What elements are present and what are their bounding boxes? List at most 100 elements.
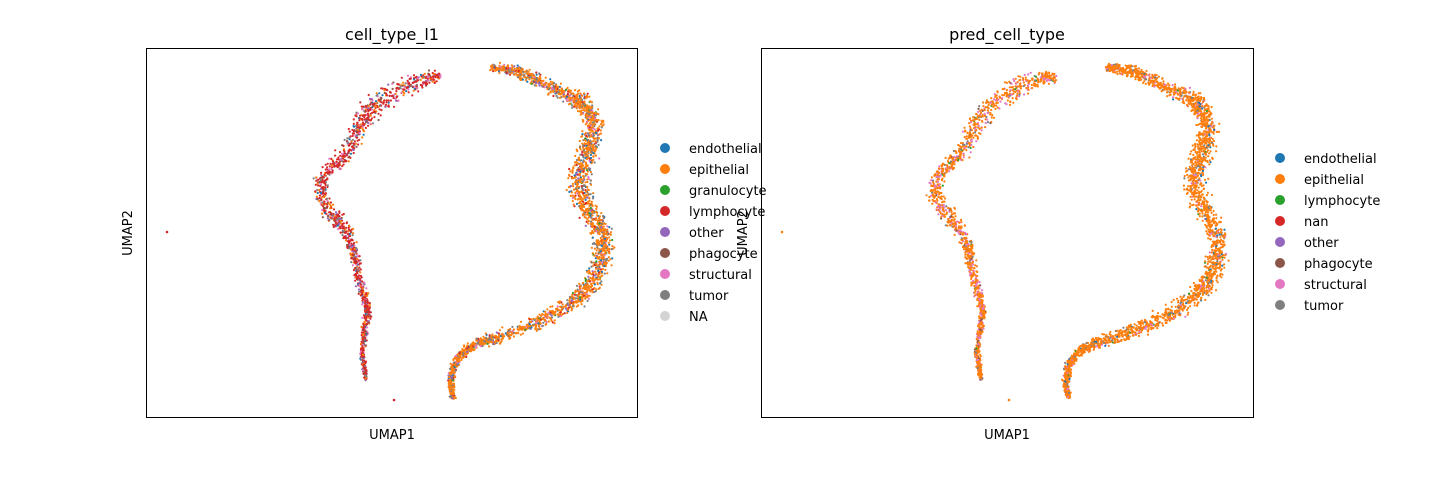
- scatter-point-endothelial: [521, 78, 525, 81]
- scatter-point-structural: [403, 85, 406, 89]
- scatter-point-epithelial: [604, 252, 607, 255]
- scatter-point-epithelial: [373, 109, 376, 112]
- scatter-point-epithelial: [591, 204, 594, 207]
- scatter-point-other: [466, 350, 469, 353]
- scatter-point-epithelial: [564, 305, 567, 308]
- scatter-point-tumor: [603, 272, 606, 275]
- scatter-point-epithelial: [596, 228, 599, 232]
- scatter-point-epithelial: [347, 230, 350, 233]
- scatter-point-lymphocyte: [385, 101, 388, 104]
- scatter-point-epithelial: [363, 130, 366, 133]
- scatter-point-epithelial: [550, 319, 553, 323]
- scatter-point-tumor: [507, 69, 511, 72]
- scatter-point-epithelial: [493, 340, 497, 343]
- scatter-point-epithelial: [594, 140, 597, 143]
- scatter-point-epithelial: [513, 67, 516, 70]
- scatter-point-lymphocyte: [347, 150, 350, 153]
- scatter-point-epithelial: [572, 185, 575, 188]
- scatter-point-lymphocyte: [359, 268, 362, 271]
- scatter-point-phagocyte: [391, 87, 394, 90]
- scatter-point-structural: [416, 87, 419, 90]
- scatter-point-epithelial: [580, 293, 584, 296]
- scatter-point-epithelial: [560, 309, 563, 312]
- scatter-point-epithelial: [964, 253, 967, 256]
- scatter-point-lymphocyte: [346, 240, 349, 243]
- scatter-point-epithelial: [964, 262, 967, 265]
- scatter-point-epithelial: [559, 82, 563, 85]
- scatter-point-epithelial: [586, 218, 589, 221]
- scatter-point-lymphocyte: [326, 185, 329, 189]
- scatter-point-epithelial: [576, 161, 579, 164]
- scatter-point-epithelial: [494, 69, 497, 72]
- scatter-point-epithelial: [984, 106, 987, 109]
- scatter-point-epithelial: [591, 271, 595, 274]
- scatter-point-lymphocyte: [358, 130, 361, 133]
- scatter-point-epithelial: [534, 327, 537, 330]
- scatter-point-tumor: [363, 374, 367, 377]
- scatter-point-structural: [361, 303, 364, 306]
- scatter-point-epithelial: [975, 265, 979, 268]
- scatter-point-tumor: [487, 338, 490, 341]
- scatter-point-epithelial: [453, 371, 456, 374]
- scatter-point-epithelial: [555, 83, 558, 87]
- scatter-point-epithelial: [528, 68, 531, 71]
- scatter-point-epithelial: [609, 258, 612, 261]
- scatter-point-epithelial: [450, 371, 453, 374]
- scatter-point-epithelial: [938, 210, 942, 213]
- scatter-point-epithelial: [598, 215, 602, 218]
- scatter-point-lymphocyte: [578, 216, 581, 219]
- scatter-point-epithelial: [548, 316, 551, 319]
- scatter-point-tumor: [326, 184, 329, 187]
- scatter-point-lymphocyte: [323, 181, 326, 185]
- scatter-point-tumor: [578, 96, 582, 100]
- scatter-point-epithelial: [524, 70, 527, 73]
- scatter-point-epithelial: [580, 94, 584, 97]
- scatter-point-epithelial: [586, 290, 589, 293]
- scatter-point-epithelial: [1045, 70, 1048, 73]
- scatter-point-epithelial: [600, 119, 603, 122]
- scatter-point-lymphocyte: [371, 102, 375, 106]
- scatter-point-tumor: [324, 189, 327, 192]
- scatter-point-epithelial: [576, 97, 580, 100]
- scatter-point-epithelial: [553, 319, 556, 322]
- scatter-point-tumor: [595, 266, 598, 269]
- scatter-point-epithelial: [560, 92, 564, 95]
- scatter-point-epithelial: [583, 287, 587, 291]
- scatter-point-epithelial: [602, 123, 605, 126]
- scatter-point-epithelial: [483, 337, 486, 340]
- scatter-point-epithelial: [579, 92, 582, 95]
- scatter-point-endothelial: [581, 133, 584, 136]
- scatter-point-epithelial: [360, 123, 363, 126]
- scatter-point-tumor: [348, 136, 351, 139]
- scatter-point-epithelial: [362, 334, 365, 337]
- scatter-point-tumor: [410, 84, 413, 87]
- scatter-point-tumor: [553, 82, 556, 85]
- scatter-point-tumor: [576, 288, 579, 291]
- scatter-point-lymphocyte: [528, 318, 531, 321]
- scatter-point-lymphocyte: [388, 94, 391, 97]
- scatter-point-granulocyte: [584, 278, 587, 281]
- scatter-point-epithelial: [569, 89, 573, 92]
- scatter-point-epithelial: [580, 205, 584, 208]
- scatter-point-tumor: [522, 74, 525, 77]
- scatter-point-endothelial: [592, 195, 595, 198]
- scatter-point-epithelial: [1054, 79, 1058, 82]
- scatter-point-structural: [371, 99, 374, 102]
- scatter-point-epithelial: [460, 358, 463, 361]
- scatter-point-epithelial: [604, 244, 607, 247]
- scatter-point-lymphocyte: [563, 312, 566, 315]
- scatter-point-structural: [365, 287, 368, 290]
- scatter-point-tumor: [350, 261, 353, 264]
- scatter-point-lymphocyte: [407, 91, 410, 94]
- scatter-point-lymphocyte: [347, 241, 351, 244]
- scatter-point-epithelial: [580, 135, 584, 138]
- scatter-point-granulocyte: [611, 238, 614, 242]
- scatter-point-endothelial: [566, 95, 569, 98]
- scatter-point-epithelial: [925, 194, 928, 197]
- scatter-point-tumor: [590, 150, 593, 153]
- scatter-point-epithelial: [316, 182, 319, 185]
- scatter-point-lymphocyte: [379, 114, 382, 117]
- legend-label: endothelial: [689, 142, 762, 157]
- scatter-point-epithelial: [573, 164, 576, 167]
- scatter-point-lymphocyte: [369, 106, 372, 110]
